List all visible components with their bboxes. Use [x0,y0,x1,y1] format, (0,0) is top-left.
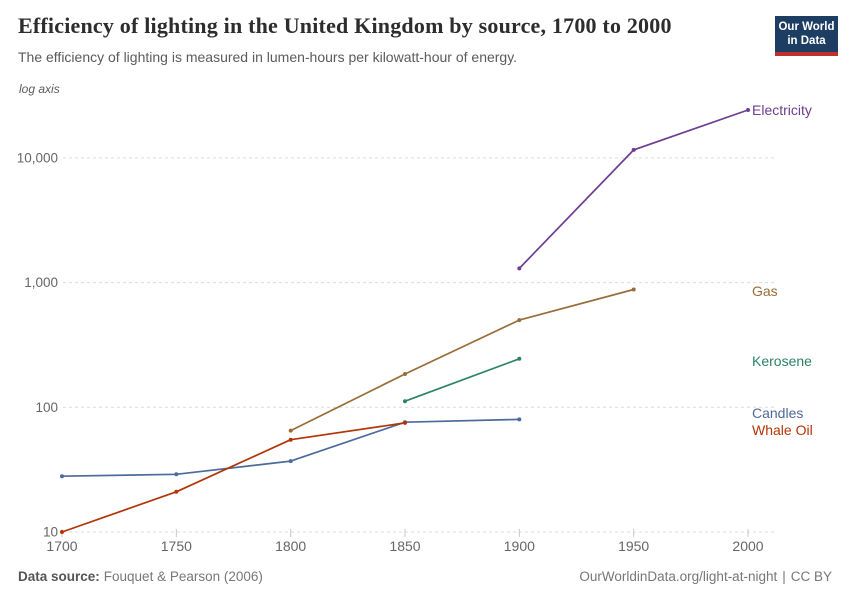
y-tick-label: 100 [35,400,58,415]
x-tick-label: 1900 [504,538,535,554]
data-source-label: Data source: [18,569,100,584]
x-tick-label: 1750 [161,538,192,554]
data-point-gas-1950[interactable] [631,287,636,292]
license-label: CC BY [790,569,832,584]
log-axis-note: log axis [19,82,60,96]
x-tick-label: 2000 [732,538,763,554]
series-line-electricity[interactable] [518,109,749,270]
series-label-gas[interactable]: Gas [752,283,778,299]
data-point-candles-1700[interactable] [60,474,64,479]
series-line-candles[interactable] [61,418,521,478]
x-tick-label: 1800 [275,538,306,554]
series-line-gas[interactable] [289,288,635,432]
data-point-whale-oil-1850[interactable] [403,420,407,425]
data-point-whale-oil-1700[interactable] [60,530,64,534]
data-point-electricity-2000[interactable] [746,108,750,112]
data-point-candles-1750[interactable] [174,472,179,477]
data-point-gas-1800[interactable] [288,428,293,433]
owid-logo-line1: Our World [778,21,835,33]
data-point-gas-1850[interactable] [403,372,407,376]
x-tick-label: 1950 [618,538,649,554]
x-tick-label: 1850 [389,538,420,554]
owid-url-link[interactable]: OurWorldinData.org/light-at-night [579,569,778,584]
y-tick-label: 10,000 [17,150,58,165]
data-point-gas-1900[interactable] [517,318,522,323]
data-point-kerosene-1900[interactable] [517,356,522,361]
data-source-value: Fouquet & Pearson (2006) [103,569,263,584]
data-point-whale-oil-1800[interactable] [288,437,293,442]
series-line-kerosene[interactable] [404,357,521,403]
chart-footer: Data source: Fouquet & Pearson (2006) Our… [18,569,832,584]
data-point-electricity-1950[interactable] [631,147,636,152]
data-point-whale-oil-1750[interactable] [174,489,179,494]
x-tick-label: 1700 [46,538,77,554]
series-label-electricity[interactable]: Electricity [752,102,812,118]
data-point-candles-1900[interactable] [517,417,522,422]
series-label-kerosene[interactable]: Kerosene [752,353,812,369]
series-label-candles[interactable]: Candles [752,405,803,421]
footer-attribution: OurWorldinData.org/light-at-night | CC BY [579,569,832,584]
chart-subtitle: The efficiency of lighting is measured i… [18,49,518,65]
owid-logo[interactable]: Our World in Data [775,16,838,56]
y-tick-label: 1,000 [24,275,58,290]
footer-divider: | [782,569,786,584]
data-point-candles-1800[interactable] [288,459,293,464]
series-label-whale-oil[interactable]: Whale Oil [752,422,813,438]
data-point-kerosene-1850[interactable] [403,399,407,404]
data-source[interactable]: Data source: Fouquet & Pearson (2006) [18,569,263,584]
series-line-whale-oil[interactable] [61,422,406,533]
y-tick-label: 10 [43,525,58,540]
owid-logo-line2: in Data [787,35,826,48]
data-point-electricity-1900[interactable] [517,266,522,271]
page-title: Efficiency of lighting in the United Kin… [18,13,672,38]
